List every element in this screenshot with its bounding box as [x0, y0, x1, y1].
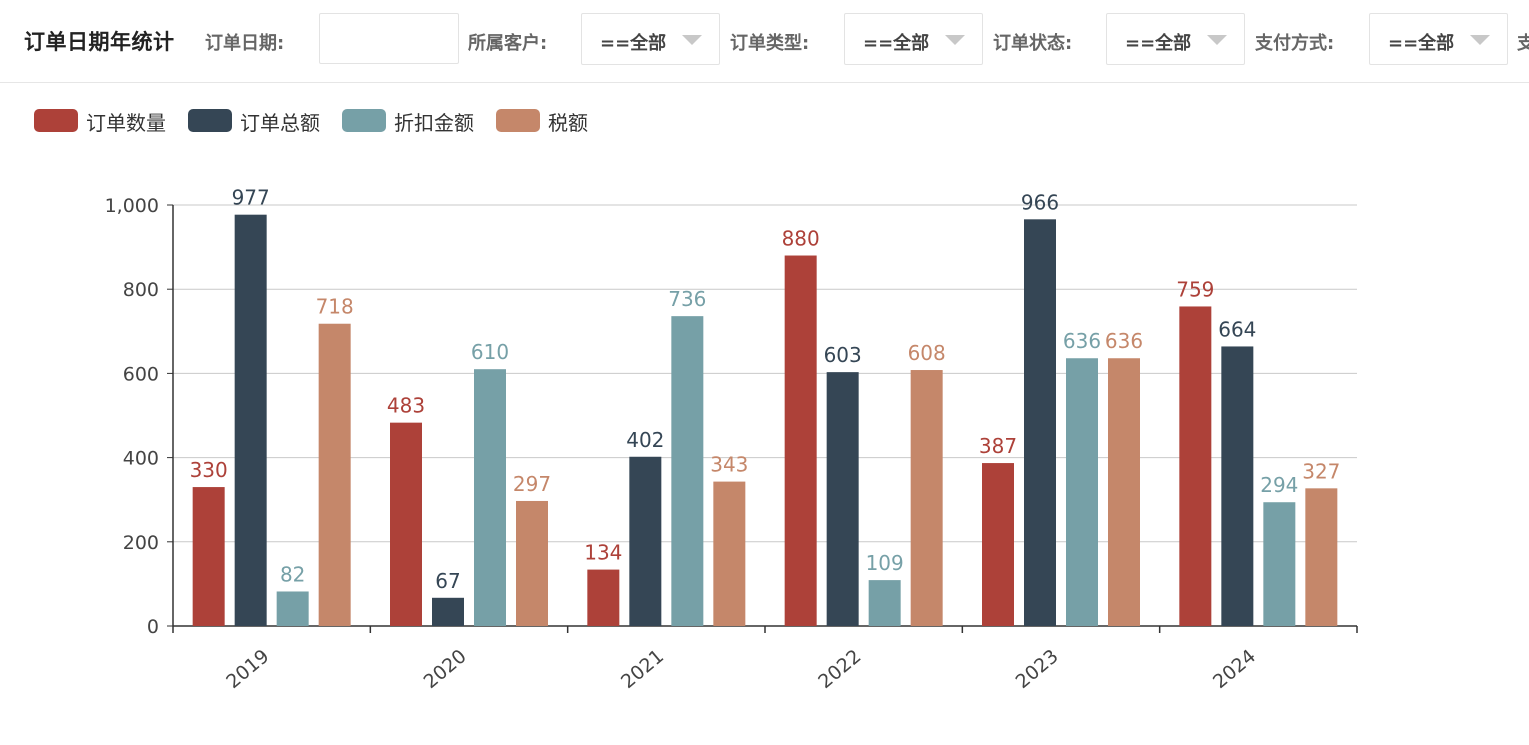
data-label: 67	[435, 569, 460, 593]
data-label: 759	[1176, 277, 1214, 301]
y-tick-label: 200	[123, 532, 159, 554]
page-title: 订单日期年统计	[24, 30, 175, 54]
data-label: 966	[1021, 190, 1059, 214]
payment-method-select[interactable]: ==全部	[1369, 13, 1508, 65]
chevron-down-icon	[1470, 35, 1490, 45]
data-label: 483	[387, 394, 425, 418]
customer-select-value: ==全部	[600, 33, 667, 54]
bar	[1024, 219, 1056, 626]
order-status-select-value: ==全部	[1125, 33, 1192, 54]
order-type-label: 订单类型:	[730, 33, 810, 54]
legend-label: 订单数量	[86, 111, 166, 135]
bar	[234, 214, 267, 627]
bar	[432, 597, 464, 626]
data-label: 330	[190, 458, 228, 482]
x-tick-label: 2022	[814, 645, 865, 693]
filter-bar: 订单日期年统计 订单日期: 所属客户: ==全部 订单类型: ==全部 订单状态…	[0, 0, 1529, 83]
bar	[318, 323, 351, 626]
data-label: 387	[979, 434, 1017, 458]
payment-method-select-value: ==全部	[1388, 33, 1455, 54]
bar	[1263, 502, 1296, 626]
bar	[516, 500, 548, 626]
data-label: 343	[710, 453, 748, 477]
data-label: 608	[908, 341, 946, 365]
data-label: 610	[471, 340, 509, 364]
order-type-select[interactable]: ==全部	[844, 13, 983, 65]
data-label: 402	[626, 428, 664, 452]
next-filter-label-clipped: 支	[1517, 29, 1529, 55]
x-tick-label: 2020	[420, 645, 471, 693]
chevron-down-icon	[1207, 35, 1227, 45]
y-tick-label: 600	[123, 363, 159, 385]
order-status-label: 订单状态:	[993, 33, 1073, 54]
bar	[826, 372, 859, 626]
bar	[1221, 346, 1254, 626]
data-label: 327	[1302, 459, 1340, 483]
payment-method-label: 支付方式:	[1255, 33, 1335, 54]
bar	[1108, 358, 1140, 626]
order-date-label: 订单日期:	[205, 33, 285, 54]
y-tick-label: 400	[123, 448, 159, 470]
legend-swatch	[188, 109, 232, 132]
y-tick-label: 800	[123, 279, 159, 301]
data-label: 880	[782, 227, 820, 251]
order-date-input[interactable]	[319, 13, 459, 64]
order-type-select-value: ==全部	[863, 33, 930, 54]
legend-swatch	[496, 109, 540, 132]
legend-swatch	[342, 109, 386, 132]
bar-chart: 0 200 400 600 800 1,000 330 977 82 718 2019 483 67 61…	[105, 186, 1358, 693]
bar	[1305, 488, 1338, 626]
legend-label: 税额	[548, 111, 588, 135]
customer-label: 所属客户:	[468, 33, 548, 54]
bar	[1066, 358, 1098, 626]
bar	[784, 255, 817, 626]
y-tick-label: 0	[147, 616, 159, 638]
y-tick-label: 1,000	[105, 195, 159, 217]
data-label: 977	[232, 186, 270, 210]
data-label: 134	[584, 541, 622, 565]
chevron-down-icon	[682, 35, 702, 45]
data-label: 294	[1260, 473, 1298, 497]
bar	[629, 456, 662, 626]
bar	[474, 369, 506, 626]
legend-swatch	[34, 109, 78, 132]
chevron-down-icon	[945, 35, 965, 45]
bar	[192, 487, 225, 626]
x-tick-label: 2024	[1209, 645, 1260, 693]
customer-select[interactable]: ==全部	[581, 13, 720, 65]
bar	[276, 591, 309, 626]
x-tick-label: 2019	[222, 645, 273, 693]
bar	[671, 316, 704, 626]
x-tick-label: 2023	[1012, 645, 1063, 693]
bar	[713, 481, 746, 626]
data-label: 718	[316, 295, 354, 319]
data-label: 109	[866, 551, 904, 575]
data-label: 636	[1105, 329, 1143, 353]
data-label: 297	[513, 472, 551, 496]
bar	[982, 463, 1014, 626]
bar	[587, 569, 620, 626]
legend-label: 折扣金额	[394, 111, 474, 135]
data-label: 636	[1063, 329, 1101, 353]
order-status-select[interactable]: ==全部	[1106, 13, 1245, 65]
data-label: 736	[668, 287, 706, 311]
data-label: 603	[824, 343, 862, 367]
bar	[868, 580, 901, 626]
bar	[910, 370, 943, 626]
x-tick-label: 2021	[617, 645, 668, 693]
legend-label: 订单总额	[240, 111, 320, 135]
data-label: 664	[1218, 317, 1256, 341]
bar	[390, 422, 422, 626]
data-label: 82	[280, 562, 305, 586]
bar	[1179, 306, 1212, 626]
